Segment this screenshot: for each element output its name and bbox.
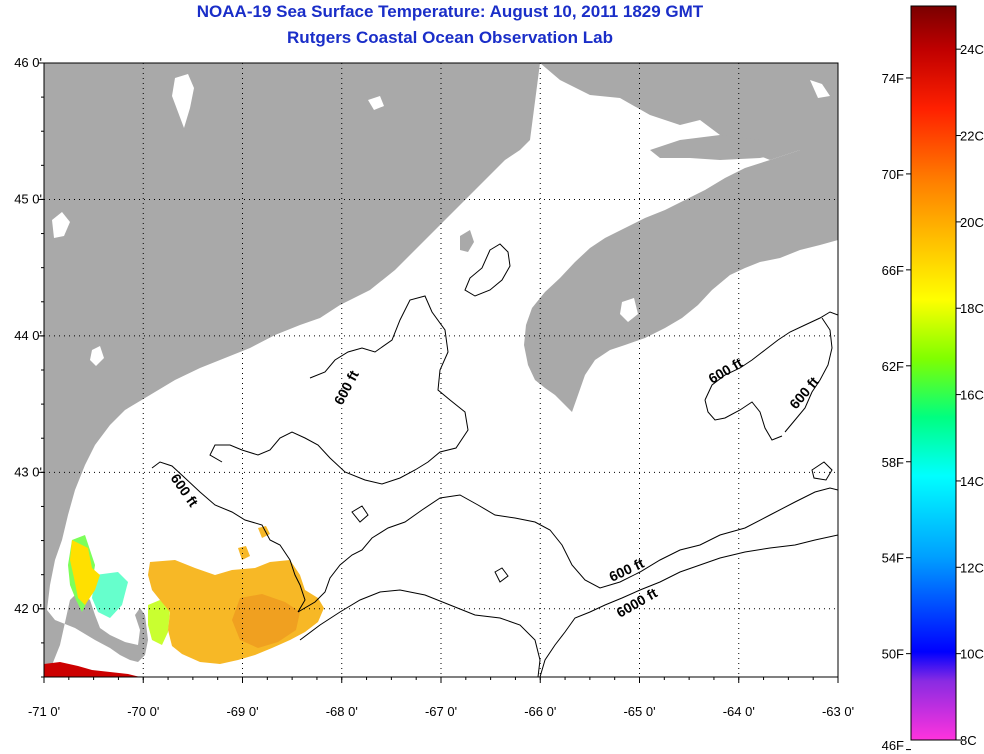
contour-small-loop-4 xyxy=(351,505,369,523)
lon-tick-label: -69 0' xyxy=(226,704,258,719)
sst-data xyxy=(44,526,324,677)
contour-deep-south xyxy=(299,589,541,677)
colorbar-celsius-label: 18C xyxy=(960,301,984,316)
colorbar-celsius-label: 24C xyxy=(960,42,984,57)
colorbar-fahrenheit-label: 58F xyxy=(882,455,904,470)
land-pei xyxy=(650,135,800,160)
colorbar-fahrenheit-label: 62F xyxy=(882,359,904,374)
contour-small-loop xyxy=(464,243,511,297)
land-lake xyxy=(536,138,548,160)
colorbar-celsius-labels: 24C 22C 20C 18C 16C 14C 12C 10C 8C xyxy=(956,42,984,748)
lat-tick-label: 45 0' xyxy=(14,191,42,206)
sst-patch-yellow xyxy=(70,540,100,605)
contour-600ft-north xyxy=(209,295,469,485)
colorbar-fahrenheit-label: 70F xyxy=(882,167,904,182)
land-mainland xyxy=(44,63,838,677)
sst-patch-north xyxy=(238,526,270,560)
colorbar-celsius-label: 14C xyxy=(960,474,984,489)
colorbar-celsius-label: 20C xyxy=(960,215,984,230)
colorbar-fahrenheit-labels: 74F 70F 66F 62F 58F 54F 50F 46F xyxy=(882,71,911,753)
land-lake xyxy=(810,80,830,98)
land-nova-scotia xyxy=(524,150,838,412)
sst-patch-cape-yellow xyxy=(148,600,170,645)
colorbar-fahrenheit-label: 66F xyxy=(882,263,904,278)
sst-patch-red xyxy=(44,662,140,677)
colorbar-fahrenheit-label: 50F xyxy=(882,647,904,662)
lon-tick-label: -65 0' xyxy=(623,704,655,719)
lon-tick-label: -64 0' xyxy=(723,704,755,719)
land-island xyxy=(460,230,474,252)
lon-tick-label: -67 0' xyxy=(425,704,457,719)
contour-600ft-basin xyxy=(784,317,833,433)
map-subtitle: Rutgers Coastal Ocean Observation Lab xyxy=(287,28,613,47)
colorbar-scale xyxy=(910,5,957,741)
colorbar-celsius-label: 8C xyxy=(960,733,977,748)
contour-600ft-west xyxy=(151,461,306,613)
land-lake xyxy=(172,74,194,128)
colorbar-celsius-label: 12C xyxy=(960,560,984,575)
contour-600ft-ns-shelf xyxy=(704,311,838,401)
colorbar-celsius-label: 22C xyxy=(960,129,984,144)
longitude-axis: -71 0' -70 0' -69 0' -68 0' -67 0' -66 0' -65 … xyxy=(28,677,854,719)
lat-tick-label: 43 0' xyxy=(14,464,42,479)
bathymetry-contours xyxy=(151,243,838,677)
contour-600ft-ns-outer xyxy=(704,399,783,441)
colorbar-fahrenheit-label: 54F xyxy=(882,551,904,566)
lat-tick-label: 42 0' xyxy=(14,601,42,616)
lat-tick-label: 46 0' xyxy=(14,55,42,70)
sst-patch-cyan xyxy=(92,572,128,618)
map-title: NOAA-19 Sea Surface Temperature: August … xyxy=(196,2,704,21)
colorbar-fahrenheit-label: 74F xyxy=(882,71,904,86)
contour-6000ft xyxy=(539,534,838,677)
land-lake xyxy=(368,96,384,110)
latitude-axis: 46 0' 45 0' 44 0' 43 0' 42 0' xyxy=(14,55,44,678)
land-lake xyxy=(52,212,70,238)
lon-tick-label: -63 0' xyxy=(822,704,854,719)
land-lake xyxy=(620,298,638,322)
lon-tick-label: -70 0' xyxy=(127,704,159,719)
lon-tick-label: -68 0' xyxy=(326,704,358,719)
lon-tick-label: -66 0' xyxy=(524,704,556,719)
contour-small-loop-2 xyxy=(811,461,833,481)
land-lake xyxy=(90,346,104,366)
lon-tick-label: -71 0' xyxy=(28,704,60,719)
sst-patch-orange-dark xyxy=(232,594,300,648)
contour-small-loop-3 xyxy=(494,567,509,583)
colorbar-fahrenheit-label: 46F xyxy=(882,738,904,753)
colorbar: 24C 22C 20C 18C 16C 14C 12C 10C 8C 74F 70F 66F 62F 5… xyxy=(882,5,984,753)
land-annapolis-valley xyxy=(514,230,601,302)
colorbar-celsius-label: 10C xyxy=(960,647,984,662)
contour-600ft-georges xyxy=(297,487,838,613)
lat-tick-label: 44 0' xyxy=(14,328,42,343)
colorbar-celsius-label: 16C xyxy=(960,388,984,403)
